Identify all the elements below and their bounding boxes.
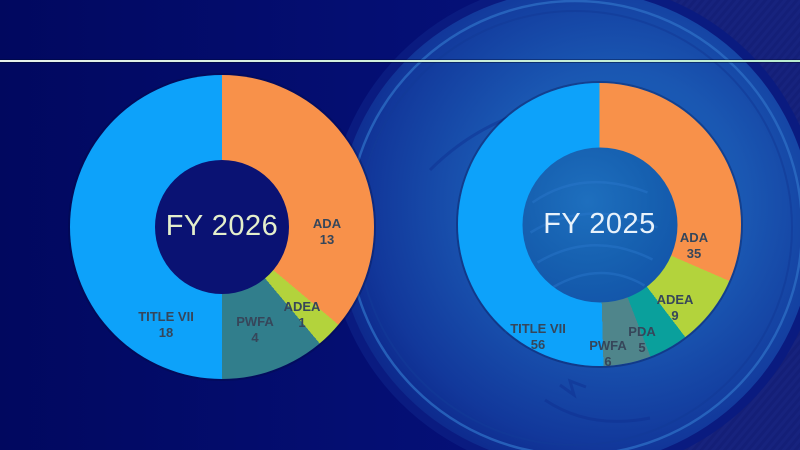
donut-hole-fy2026 [155, 160, 289, 294]
segment-label-adea: ADEA 1 [284, 299, 321, 331]
segment-name: PDA [628, 324, 656, 339]
segment-label-pda: PDA 5 [628, 324, 655, 356]
eagle-emboss-hole [529, 180, 658, 289]
segment-label-pwfa: PWFA 6 [589, 338, 627, 370]
segment-name: PWFA [236, 314, 274, 329]
segment-name: ADEA [656, 292, 694, 307]
segment-value: 13 [319, 232, 335, 247]
segment-name: TITLE VII [138, 309, 194, 324]
chart-center-label-fy2026: FY 2026 [165, 209, 279, 242]
segment-name: ADA [312, 216, 342, 231]
segment-value: 5 [638, 340, 646, 355]
donut-hole-fy2025 [522, 147, 677, 302]
segment-label-title-vii: TITLE VII 18 [138, 309, 194, 341]
donut-chart-fy2026: FY 2026 ADA 13 ADEA 1 PWFA 4 TITLE VII 18 [70, 75, 374, 379]
divider-line [0, 60, 800, 62]
segment-value: 1 [298, 315, 306, 330]
segment-value: 35 [686, 246, 702, 261]
segment-name: ADEA [283, 299, 321, 314]
segment-label-ada: ADA 13 [313, 216, 341, 248]
segment-name: ADA [679, 230, 709, 245]
segment-name: TITLE VII [510, 321, 566, 336]
segment-label-adea: ADEA 9 [657, 292, 694, 324]
chart-center-label-fy2025: FY 2025 [543, 207, 656, 240]
donut-chart-fy2025: FY 2025 ADA 35 ADEA 9 PDA 5 PWFA 6 TITLE VII 56 [458, 83, 741, 369]
segment-label-ada: ADA 35 [680, 230, 708, 262]
segment-label-pwfa: PWFA 4 [236, 314, 274, 346]
segment-value: 9 [671, 308, 679, 323]
segment-value: 6 [604, 354, 612, 369]
segment-value: 18 [158, 325, 174, 340]
segment-value: 56 [530, 337, 546, 352]
segment-label-title-vii: TITLE VII 56 [510, 321, 566, 353]
segment-value: 4 [251, 330, 259, 345]
segment-name: PWFA [589, 338, 627, 353]
